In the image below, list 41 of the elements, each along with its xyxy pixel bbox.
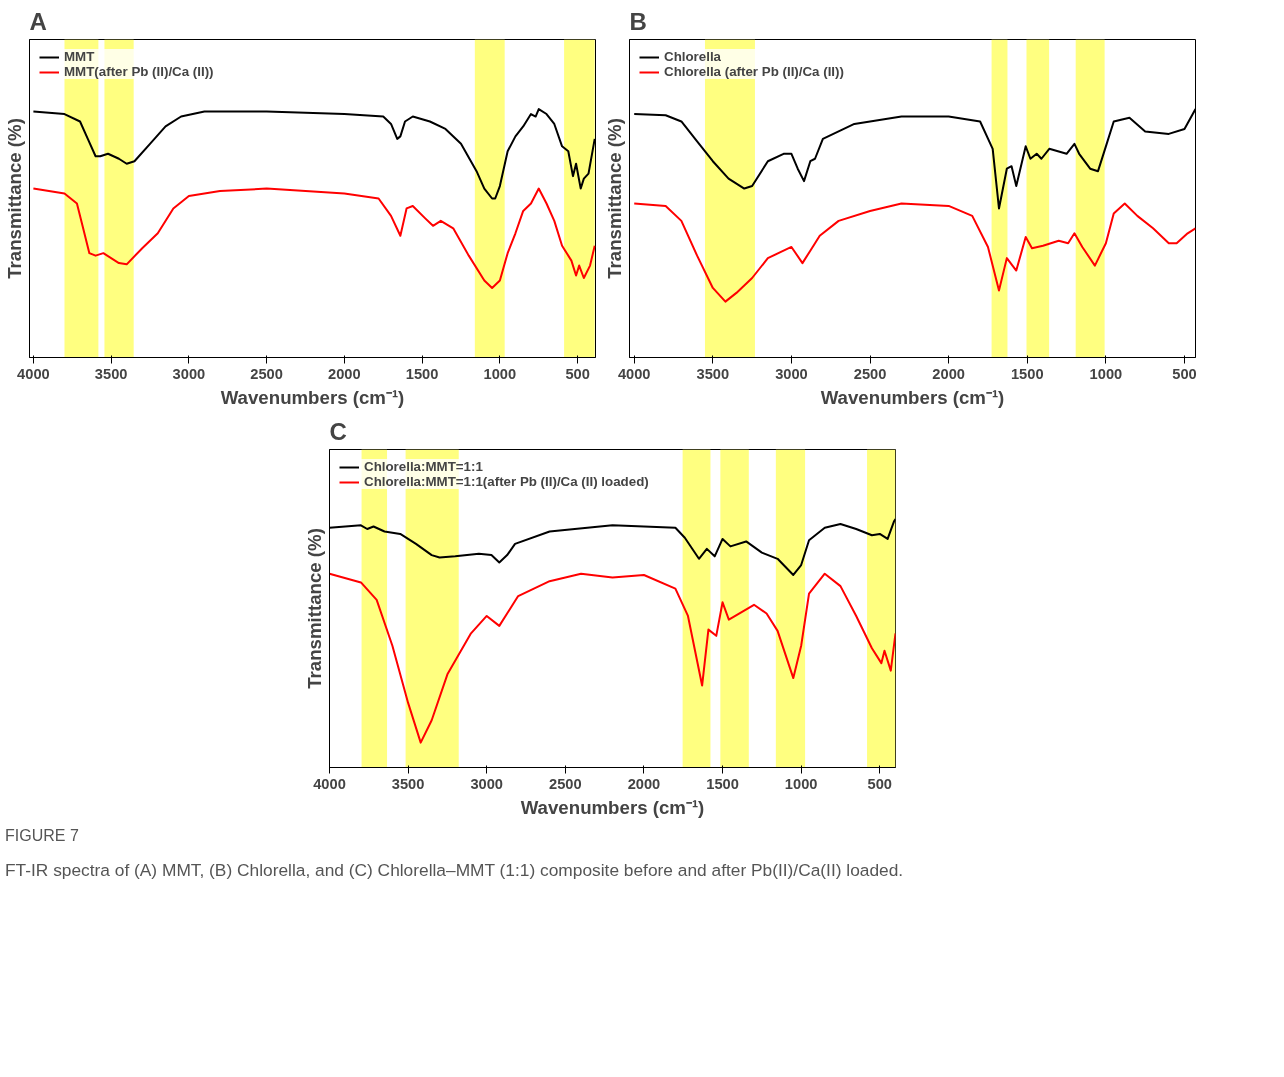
x-tick-label: 3500: [696, 365, 730, 382]
legend-label: Chlorella:MMT=1:1(after Pb (II)/Ca (II) loaded): [364, 474, 649, 489]
x-tick-label: 1000: [483, 365, 517, 382]
x-tick-label: 2500: [549, 775, 582, 792]
x-tick-label: 500: [565, 365, 590, 382]
caption: FIGURE 7: [5, 826, 79, 846]
legend-label: Chlorella:MMT=1:1: [364, 459, 483, 474]
y-axis-title: Transmittance (%): [603, 118, 625, 279]
x-tick-label: 3000: [470, 775, 504, 792]
y-axis-title: Transmittance (%): [3, 118, 25, 279]
x-tick-label: 500: [867, 775, 893, 792]
x-tick-label: 1500: [405, 365, 439, 382]
x-tick-label: 4000: [617, 365, 651, 382]
x-tick-label: 3000: [775, 365, 808, 382]
chart-title: C: [329, 417, 347, 445]
x-tick-label: 500: [1172, 365, 1197, 382]
x-tick-label: 1000: [784, 775, 818, 792]
chart-title: A: [29, 7, 47, 35]
x-tick-label: 1000: [1089, 365, 1123, 382]
legend-label: MMT: [64, 49, 95, 64]
x-tick-label: 3000: [172, 365, 206, 382]
x-axis-title: Wavenumbers (cm⁻¹): [220, 386, 405, 408]
x-tick-label: 1500: [706, 775, 739, 792]
x-tick-label: 2500: [853, 365, 887, 382]
x-tick-label: 2000: [932, 365, 965, 382]
x-axis-title: Wavenumbers (cm⁻¹): [820, 386, 1005, 408]
legend-label: Chlorella: [664, 49, 722, 64]
x-tick-label: 2500: [250, 365, 283, 382]
legend-label: MMT(after Pb (II)/Ca (II)): [64, 64, 214, 79]
x-tick-label: 4000: [313, 775, 346, 792]
text: FT-IR spectra of (A) MMT, (B) Chlorella, and (C) Chlorella–MMT (1:1) composite before and after Pb(II)/Ca(II) loaded.: [5, 858, 904, 882]
chart-title: B: [629, 7, 647, 35]
y-axis-title: Transmittance (%): [303, 528, 325, 689]
x-axis-title: Wavenumbers (cm⁻¹): [520, 796, 705, 818]
x-tick-label: 3500: [391, 775, 425, 792]
x-tick-label: 3500: [94, 365, 128, 382]
x-tick-label: 4000: [17, 365, 50, 382]
legend-label: Chlorella (after Pb (II)/Ca (II)): [664, 64, 844, 79]
x-tick-label: 2000: [328, 365, 361, 382]
x-tick-label: 1500: [1010, 365, 1044, 382]
x-tick-label: 2000: [627, 775, 661, 792]
